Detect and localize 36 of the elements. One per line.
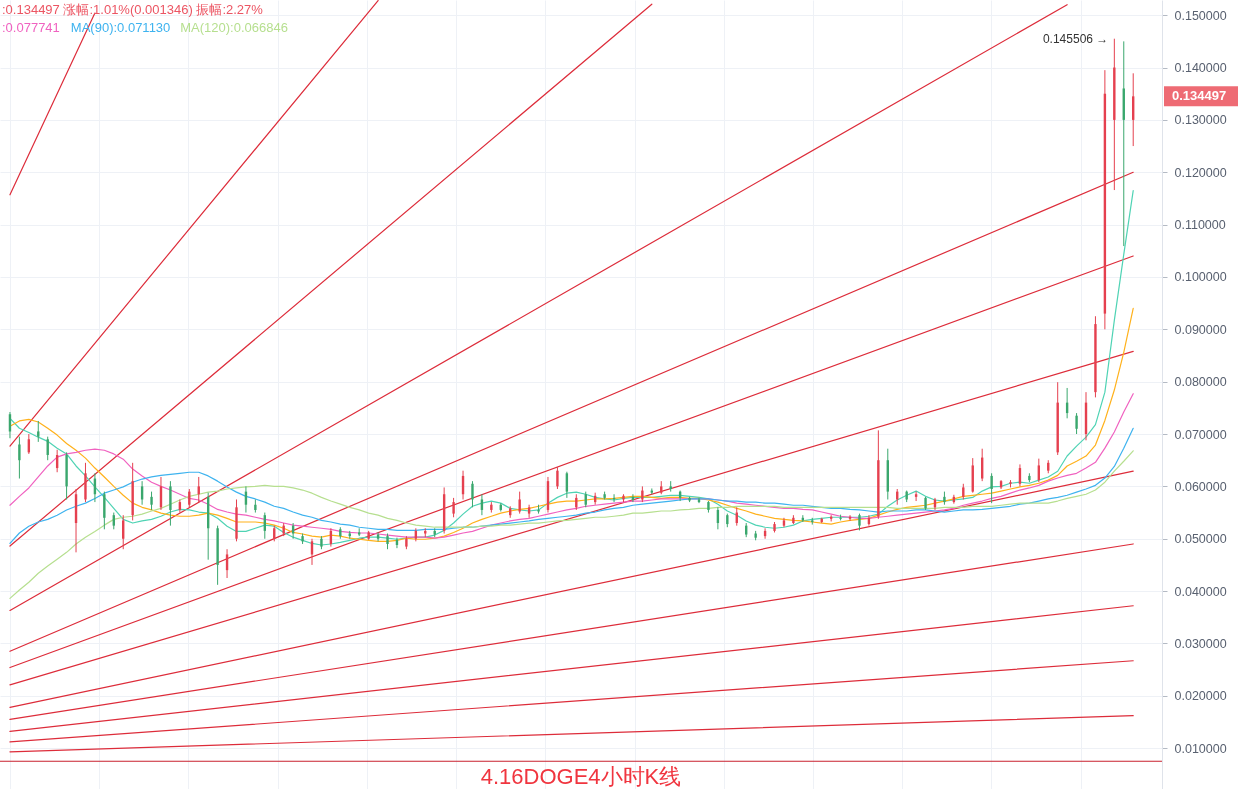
- text: 4.16DOGE4小时K线: [480, 764, 682, 789]
- text: :0.077741: [2, 20, 60, 35]
- text: 0.134497: [1172, 88, 1227, 104]
- candlestick: [556, 466, 559, 490]
- y-tick-label: 0.130000: [1174, 113, 1227, 128]
- y-tick-label: 0.120000: [1174, 165, 1227, 180]
- candlestick: [527, 504, 531, 519]
- annotation: 0.145506 →: [1042, 31, 1109, 46]
- y-tick-label: 0.150000: [1174, 8, 1227, 23]
- y-tick-label: 0.010000: [1174, 741, 1227, 756]
- line-series: [9, 450, 1134, 600]
- y-tick-label: 0.030000: [1174, 636, 1227, 651]
- candlestick: [471, 480, 474, 508]
- candlestick: [103, 491, 106, 530]
- candlestick: [150, 491, 153, 511]
- candlestick: [1075, 412, 1078, 435]
- candlestick: [990, 472, 993, 504]
- y-tick-label: 0.100000: [1174, 270, 1227, 285]
- y-tick-label: 0.060000: [1174, 479, 1227, 494]
- y-tick-label: 0.040000: [1174, 584, 1227, 599]
- text: MA(120):0.066846: [180, 20, 288, 35]
- candlestick: [169, 480, 172, 527]
- candlestick: [914, 491, 918, 502]
- y-tick-label: 0.050000: [1174, 532, 1227, 547]
- candlestick: [452, 497, 455, 518]
- candlestick: [37, 420, 40, 443]
- y-tick-label: 0.110000: [1174, 218, 1226, 233]
- candlestick: [518, 491, 521, 515]
- y-tick-label: 0.090000: [1174, 322, 1227, 337]
- y-tick-label: 0.070000: [1174, 427, 1227, 442]
- y-tick-label: 0.140000: [1174, 61, 1227, 76]
- annotation: :0.134497 涨幅:1.01%(0.001346) 振幅:2.27%: [2, 2, 264, 17]
- candlestick: [18, 436, 21, 480]
- y-tick-label: 0.020000: [1174, 689, 1227, 704]
- line-series: [9, 427, 1134, 545]
- y-tick-label: 0.080000: [1174, 375, 1227, 390]
